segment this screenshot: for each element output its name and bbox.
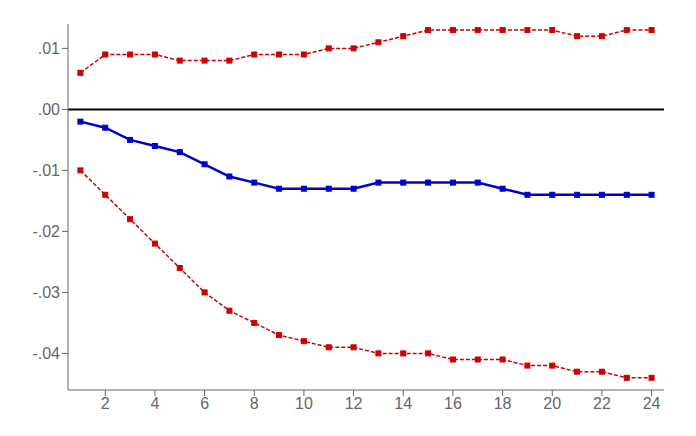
svg-text:10: 10 [295,395,313,412]
svg-text:.00: .00 [38,101,60,118]
svg-text:6: 6 [200,395,209,412]
svg-text:14: 14 [394,395,412,412]
svg-text:-.01: -.01 [32,162,60,179]
svg-text:16: 16 [444,395,462,412]
svg-text:2: 2 [101,395,110,412]
svg-text:-.03: -.03 [32,284,60,301]
svg-text:4: 4 [150,395,159,412]
svg-text:-.04: -.04 [32,345,60,362]
svg-text:24: 24 [643,395,661,412]
svg-text:8: 8 [250,395,259,412]
svg-text:-.02: -.02 [32,223,60,240]
svg-text:22: 22 [593,395,611,412]
svg-text:.01: .01 [38,40,60,57]
svg-text:18: 18 [494,395,512,412]
svg-text:12: 12 [345,395,363,412]
svg-text:20: 20 [543,395,561,412]
